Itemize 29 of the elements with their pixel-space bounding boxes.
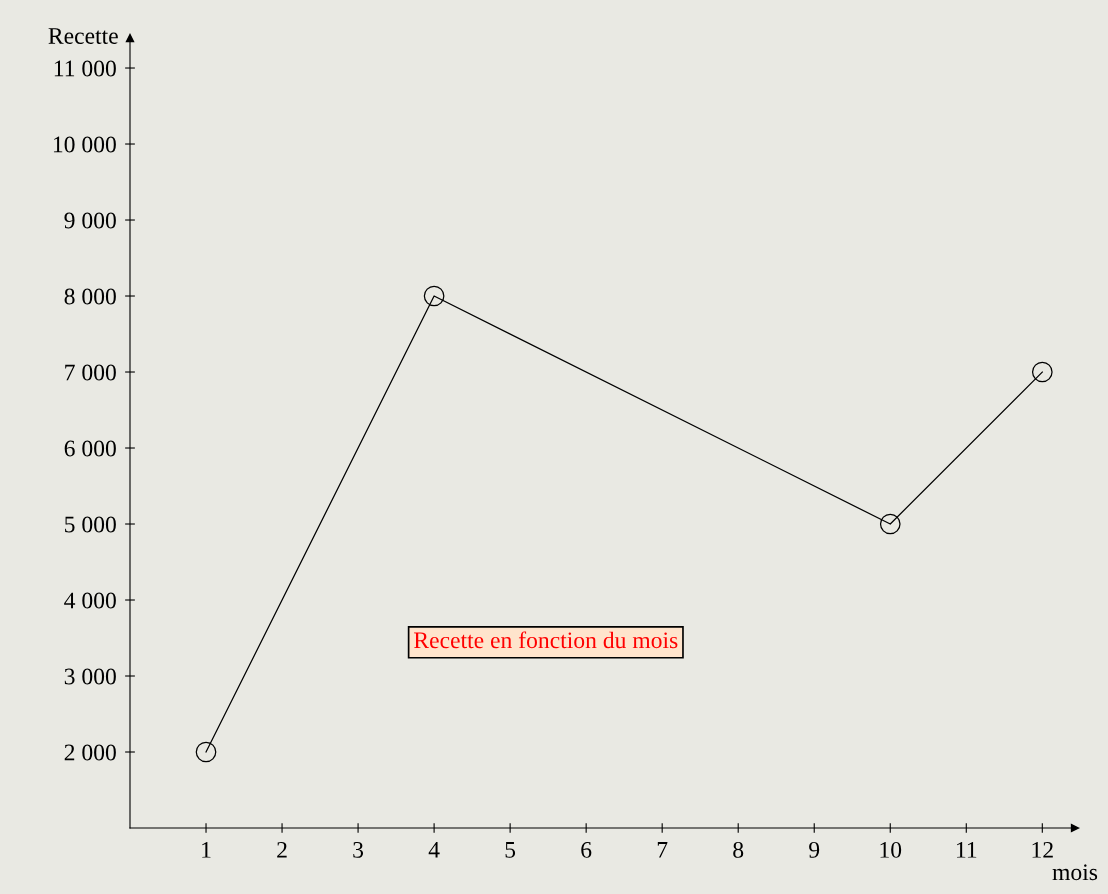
x-tick-label: 7: [657, 842, 668, 858]
annotation: Recette en fonction du mois: [414, 631, 678, 649]
point: [879, 513, 901, 535]
x-tick-label: 3: [353, 841, 364, 858]
x-tick-label: 12: [1032, 841, 1053, 858]
y-tick-label: 11 000: [54, 60, 116, 77]
y-tick-label: 3 000: [64, 668, 116, 685]
y-tick-label: 5 000: [65, 516, 116, 533]
y-tick-label: 8 000: [64, 288, 116, 305]
x-axis-title: mois: [1052, 864, 1098, 881]
x-tick-label: 9: [809, 841, 820, 858]
x-tick-label: 6: [581, 841, 592, 858]
y-tick-label: 10 000: [53, 136, 116, 153]
point: [195, 741, 217, 763]
y-tick-label: 6 000: [64, 440, 116, 457]
y-tick-label: 4 000: [64, 592, 116, 609]
x-tick-label: 5: [505, 842, 516, 858]
x-tick-label: 11: [957, 841, 977, 858]
y-tick-label: 2 000: [64, 744, 116, 761]
point: [423, 285, 445, 307]
y-tick-label: 9 000: [64, 212, 116, 229]
x-tick-label: 2: [277, 841, 287, 858]
y-tick-label: 7 000: [65, 364, 116, 381]
x-tick-label: 1: [202, 841, 211, 858]
x-tick-label: 8: [733, 841, 744, 858]
y-axis-title: Recette: [48, 28, 118, 44]
point: [1031, 361, 1053, 383]
x-tick-label: 4: [428, 842, 440, 858]
x-tick-label: 10: [880, 841, 902, 858]
